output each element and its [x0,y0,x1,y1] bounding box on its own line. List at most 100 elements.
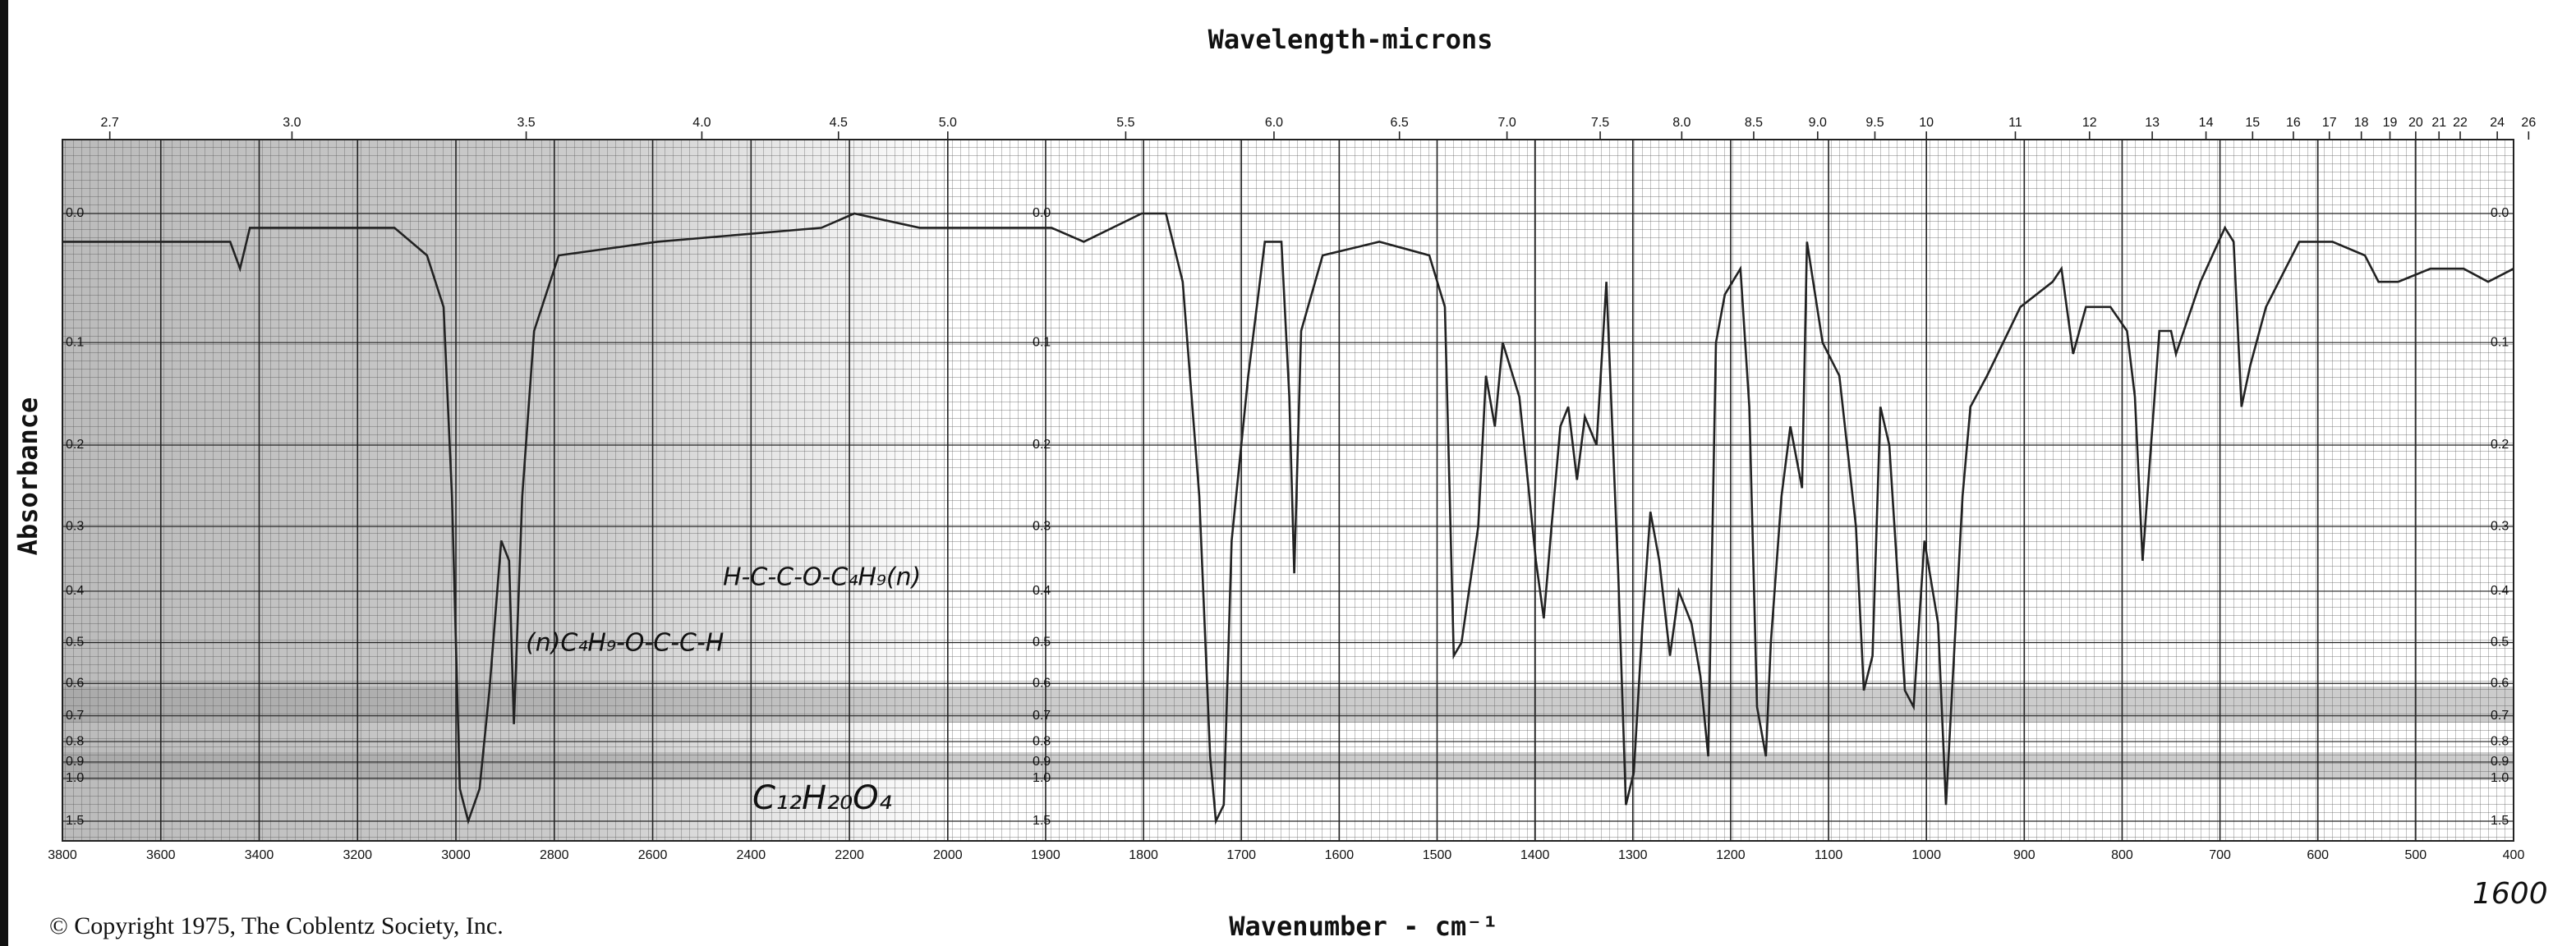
y-tick-label: 0.8 [1033,734,1051,748]
x-tick-label: 3800 [48,848,77,862]
y-tick-label: 0.5 [66,636,84,650]
x-tick-label: 1900 [1031,848,1060,862]
x-tick-label: 1100 [1815,848,1843,862]
y-tick-label: 0.6 [2491,676,2509,690]
x-tick-label: 2000 [933,848,963,862]
top-tick-label: 24 [2490,116,2505,130]
copyright: © Copyright 1975, The Coblentz Society, … [49,912,504,939]
x-tick-label: 2800 [540,848,569,862]
y-tick-label: 0.1 [66,335,84,349]
y-tick-label: 0.0 [2491,206,2509,220]
top-tick-label: 5.0 [939,116,957,130]
y-tick-label: 0.7 [66,709,84,723]
top-tick-label: 7.0 [1497,116,1516,130]
annotation: (n)C₄H₉-O-C-C-H [526,629,724,658]
x-tick-label: 700 [2209,848,2231,862]
y-tick-label: 0.9 [2491,755,2509,769]
y-tick-label: 0.1 [1033,335,1051,349]
top-tick-label: 8.5 [1745,116,1763,130]
x-tick-label: 3600 [146,848,176,862]
y-tick-label: 1.5 [2491,814,2509,828]
y-tick-label: 0.1 [2491,335,2509,349]
y-tick-label: 0.5 [2491,636,2509,650]
y-tick-label: 0.0 [66,206,84,220]
top-tick-label: 12 [2082,116,2097,130]
top-tick-label: 10 [1919,116,1934,130]
top-tick-label: 17 [2322,116,2337,130]
y-tick-label: 0.4 [2491,584,2509,598]
plot-frame [62,139,2514,842]
top-tick-label: 4.0 [692,116,711,130]
annotation: H-C-C-O-C₄H₉(n) [723,563,921,592]
y-tick-label: 0.4 [1033,584,1051,598]
top-tick-label: 6.0 [1265,116,1283,130]
x-tick-label: 2400 [737,848,766,862]
y-tick-label: 0.9 [66,755,84,769]
x-axis-label: Wavenumber - cm⁻¹ [1229,911,1498,942]
y-tick-label: 0.3 [2491,519,2509,533]
y-tick-label: 0.0 [1033,206,1051,220]
x-tick-label: 600 [2307,848,2329,862]
top-tick-label: 20 [2408,116,2423,130]
y-tick-label: 0.7 [2491,709,2509,723]
top-tick-label: 3.0 [283,116,301,130]
x-tick-label: 3400 [245,848,274,862]
y-tick-label: 1.0 [66,771,84,785]
top-tick-label: 9.5 [1865,116,1884,130]
top-tick-label: 3.5 [517,116,535,130]
x-tick-label: 1300 [1618,848,1648,862]
top-tick-label: 13 [2145,116,2160,130]
x-tick-label: 1700 [1226,848,1256,862]
y-tick-label: 1.0 [1033,771,1051,785]
x-tick-label: 2200 [835,848,864,862]
x-tick-label: 500 [2405,848,2427,862]
x-tick-label: 3000 [441,848,471,862]
x-tick-label: 2600 [638,848,668,862]
edge-bar [0,0,8,946]
top-tick-label: 9.0 [1809,116,1827,130]
x-tick-label: 1000 [1911,848,1941,862]
y-tick-label: 0.6 [66,676,84,690]
y-tick-label: 1.0 [2491,771,2509,785]
top-tick-label: 16 [2286,116,2301,130]
y-tick-label: 0.8 [66,734,84,748]
top-tick-label: 22 [2453,116,2468,130]
top-tick-label: 15 [2245,116,2260,130]
annotation: 1600 [2472,877,2548,911]
y-tick-label: 0.9 [1033,755,1051,769]
top-tick-label: 11 [2008,116,2022,130]
y-axis-label: Absorbance [12,397,44,556]
top-tick-label: 26 [2521,116,2536,130]
x-tick-label: 800 [2111,848,2133,862]
y-tick-label: 0.8 [2491,734,2509,748]
top-tick-label: 21 [2431,116,2446,130]
y-tick-label: 0.2 [66,438,84,452]
top-tick-label: 6.5 [1391,116,1409,130]
annotation: C₁₂H₂₀O₄ [752,779,892,817]
y-tick-label: 0.5 [1033,636,1051,650]
x-tick-label: 3200 [343,848,372,862]
spectrum-line [62,212,2514,825]
x-tick-label: 900 [2013,848,2036,862]
top-tick-label: 5.5 [1116,116,1134,130]
y-tick-label: 0.3 [1033,519,1051,533]
y-tick-label: 0.4 [66,584,84,598]
top-tick-label: 18 [2354,116,2369,130]
x-tick-label: 1800 [1129,848,1158,862]
x-tick-label: 1500 [1423,848,1452,862]
y-tick-label: 1.5 [1033,814,1051,828]
top-tick-label: 8.0 [1672,116,1690,130]
top-tick-label: 4.5 [830,116,848,130]
top-tick-label: 14 [2199,116,2214,130]
x-tick-label: 400 [2503,848,2525,862]
y-tick-label: 1.5 [66,814,84,828]
y-tick-label: 0.2 [1033,438,1051,452]
x-tick-label: 1600 [1325,848,1355,862]
chart-title: Wavelength-microns [1208,24,1493,55]
y-tick-label: 0.3 [66,519,84,533]
top-tick-label: 2.7 [101,116,119,130]
y-tick-label: 0.2 [2491,438,2509,452]
x-tick-label: 1400 [1520,848,1550,862]
